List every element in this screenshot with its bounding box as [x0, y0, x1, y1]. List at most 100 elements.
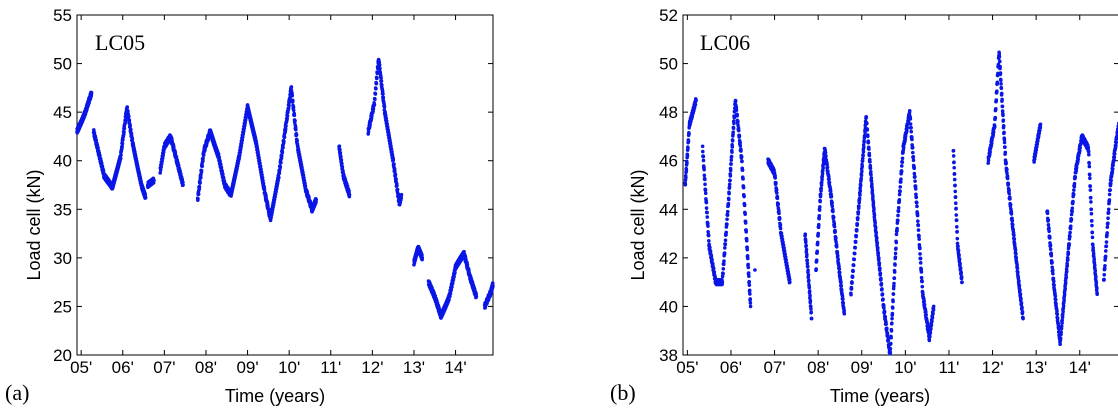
data-point [905, 125, 910, 130]
data-point [130, 137, 135, 142]
data-point [885, 331, 890, 336]
data-point [706, 233, 711, 238]
data-point [721, 262, 726, 267]
data-point [780, 234, 784, 238]
data-point [808, 293, 812, 298]
x-tick-label: 05' [70, 358, 92, 377]
x-tick-label: 14' [1069, 358, 1091, 377]
data-point [1058, 336, 1063, 341]
data-point [159, 162, 164, 166]
data-point [119, 153, 123, 157]
data-point [951, 154, 956, 158]
data-point [928, 331, 933, 335]
data-point [258, 164, 263, 169]
data-point [465, 263, 470, 267]
data-point [852, 251, 857, 256]
data-point [287, 100, 292, 105]
data-point [865, 128, 870, 132]
data-point [730, 150, 734, 154]
data-point [1048, 243, 1053, 248]
data-point [703, 188, 708, 192]
x-tick-label: 06' [720, 358, 742, 377]
data-point [911, 158, 916, 163]
data-point [1087, 172, 1092, 177]
data-point [1020, 310, 1025, 314]
data-point [908, 122, 913, 126]
data-point [815, 249, 820, 254]
data-point [120, 144, 124, 149]
data-point [285, 114, 290, 118]
data-point [1106, 221, 1110, 225]
data-point [198, 180, 202, 185]
data-point [1001, 113, 1005, 118]
data-point [731, 126, 736, 131]
data-point [393, 169, 397, 173]
data-point [1110, 167, 1115, 171]
data-point [221, 172, 225, 176]
data-point [711, 266, 716, 271]
data-point [372, 102, 377, 107]
data-point [995, 89, 999, 93]
data-point [734, 108, 739, 113]
data-point [379, 76, 383, 80]
y-tick-label: 40 [659, 297, 678, 316]
data-point [1092, 263, 1097, 267]
data-point [883, 314, 888, 319]
data-point [694, 98, 698, 102]
data-point [731, 130, 735, 135]
data-point [735, 113, 740, 118]
data-point [1059, 330, 1063, 335]
data-point [878, 271, 883, 276]
data-point [817, 208, 822, 212]
data-point [809, 316, 814, 321]
data-point [816, 225, 821, 230]
data-point [909, 125, 913, 130]
data-point [1033, 151, 1038, 155]
data-point [737, 134, 742, 138]
data-point [1095, 286, 1099, 290]
data-point [1103, 254, 1108, 259]
data-point [892, 281, 896, 286]
data-point [868, 160, 872, 164]
data-point [820, 174, 825, 179]
data-point [955, 236, 960, 241]
data-point [89, 90, 94, 95]
data-point [724, 230, 728, 235]
data-point [931, 311, 935, 316]
data-point [728, 178, 732, 183]
data-point [878, 266, 882, 271]
data-point [870, 182, 874, 186]
data-point [850, 275, 855, 279]
data-point [181, 183, 185, 187]
data-point [727, 191, 731, 196]
data-point [1068, 230, 1072, 235]
data-point [99, 161, 104, 165]
data-point [1063, 286, 1067, 291]
data-point [736, 119, 740, 124]
data-point [820, 171, 825, 176]
data-point [143, 195, 148, 200]
data-point [869, 169, 873, 174]
data-point [293, 125, 298, 129]
data-point [860, 164, 865, 169]
data-point [832, 224, 837, 229]
data-point [703, 191, 708, 196]
data-point [896, 213, 900, 218]
data-point [730, 145, 735, 149]
data-point [920, 279, 924, 284]
y-tick-label: 46 [659, 152, 678, 171]
data-point [834, 239, 838, 244]
data-point [740, 168, 745, 172]
data-point [909, 129, 914, 134]
data-point [860, 169, 864, 174]
data-point [1048, 247, 1053, 252]
data-point [743, 221, 748, 225]
data-point [338, 147, 342, 152]
data-point [420, 256, 425, 260]
data-point [837, 270, 842, 275]
data-point [814, 258, 819, 262]
data-point [125, 105, 130, 109]
data-point [918, 256, 923, 261]
data-point [891, 299, 895, 304]
data-point [1051, 271, 1055, 276]
